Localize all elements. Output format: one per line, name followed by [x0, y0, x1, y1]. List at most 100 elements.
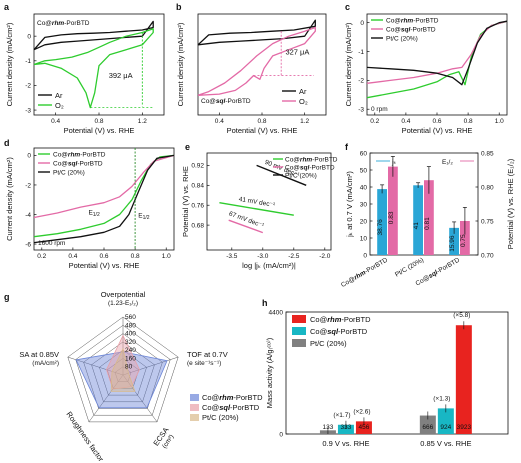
cv-ar-series	[33, 20, 154, 51]
multiplier-label: (×1.7)	[333, 412, 350, 419]
y-tick-label: 0	[279, 431, 283, 438]
lsv-series-1	[33, 154, 175, 219]
radar-tick-label: 240	[125, 347, 136, 354]
panel-h: 0 4400 133 333 456 (×1.7) (×2.6) 0.9 V vs. RHE 6…	[265, 309, 509, 448]
bar-value-label: 41	[413, 222, 420, 230]
bar-value-label: 924	[440, 424, 451, 431]
bar-value-label: 0.83	[388, 211, 395, 224]
panel-d: 0.2 0.4 0.6 0.8 1.0 0 -2 -4 -6 Co@rhm-PorBTD Co@sq…	[5, 147, 175, 270]
rpm-label: 1600 rpm	[38, 240, 65, 247]
y-tick-label: 20	[360, 218, 368, 225]
legend-label: Pt/C (20%)	[386, 36, 418, 43]
bar-value-label: 333	[341, 424, 352, 431]
x-tick-label: -2.0	[319, 253, 331, 260]
bar-value-label: 0.75	[460, 234, 467, 247]
x-tick-label: 0.4	[401, 118, 410, 125]
radar-axis-unit: (mA/cm²)	[32, 360, 59, 367]
y-tick-label: 0	[27, 153, 31, 160]
radar-spoke	[122, 356, 179, 376]
x-tick-label: 0.4	[68, 253, 77, 260]
y-axis-label: Current density (mA/cm²)	[5, 22, 14, 106]
e-eq-label: E1/2	[138, 212, 150, 221]
radar-ring	[75, 324, 171, 416]
y-tick-label: 0.80	[481, 184, 494, 191]
radar-axis-label: Overpotential	[101, 290, 146, 299]
y-axis-label: Mass activity (A/g₍ᶜᵒ⁾)	[265, 337, 274, 408]
radar-axis-label: TOF at 0.7V	[187, 350, 228, 359]
legend-label: Co@sql-PorBTD	[310, 327, 368, 336]
radar-ring	[114, 366, 132, 382]
radar-tick-label: 80	[125, 364, 133, 371]
radar-tick-label: 400	[125, 331, 136, 338]
panel-b-title: Co@sql-PorBTD	[201, 98, 251, 105]
x-tick-label: 1.2	[300, 118, 309, 125]
plot-frame	[285, 311, 509, 435]
legend-label: O₂	[55, 101, 64, 110]
legend-label: Co@rhm-PorBTD	[310, 315, 371, 324]
multiplier-label: (×1.3)	[433, 395, 450, 402]
panel-label-e: e	[185, 142, 190, 152]
tafel-line-1	[228, 219, 264, 234]
bar-jk	[449, 227, 459, 255]
radar-tick-label: 160	[125, 355, 136, 362]
tafel-line-0	[219, 202, 294, 216]
bar-value-label: 15.96	[449, 235, 456, 252]
cv-o2-series	[197, 26, 316, 96]
radar-tick-label: 320	[125, 339, 136, 346]
lsv-series-0	[33, 154, 175, 238]
radar-series-1	[106, 334, 140, 390]
radar-spoke	[67, 356, 124, 376]
panel-a-title: Co@rhm-PorBTD	[37, 20, 90, 27]
bar-value-label: 0.81	[424, 217, 431, 230]
legend-e-half: E₁/₂	[442, 159, 453, 166]
x-axis-label: Potential (V) vs. RHE	[64, 126, 135, 135]
x-tick-label: -3.0	[257, 253, 269, 260]
legend-swatch	[292, 339, 306, 347]
y-tick-label: 0.84	[191, 183, 204, 190]
legend-label: Co@rhm-PorBTD	[285, 157, 338, 164]
bar-value-label: 38.76	[377, 219, 384, 236]
mass-activity-bar	[337, 424, 354, 434]
legend-swatch	[190, 394, 199, 401]
panel-label-a: a	[4, 2, 10, 12]
mass-activity-bar	[419, 415, 436, 434]
bar-value-label: 133	[323, 424, 334, 431]
x-tick-label: 0.8	[94, 118, 103, 125]
y-tick-label: -2	[25, 83, 31, 90]
legend-label: Ar	[55, 91, 63, 100]
y-tick-label: 60	[360, 150, 368, 157]
radar-spoke	[88, 374, 124, 423]
radar-series-2	[110, 347, 136, 392]
radar-spoke	[122, 374, 158, 423]
y-tick-label: 10	[360, 235, 368, 242]
y-tick-label: -3	[358, 107, 364, 114]
annotation-327: 327 μA	[285, 48, 309, 57]
y-axis-label: Current density (mA/cm²)	[344, 22, 353, 106]
bar-value-label: 456	[359, 424, 370, 431]
y-tick-label: -4	[25, 212, 31, 219]
y-tick-label: 30	[360, 201, 368, 208]
y-tick-label: -2	[358, 78, 364, 85]
x-tick-label: 0.8	[131, 253, 140, 260]
cv-ar-series	[197, 19, 316, 46]
multiplier-label: (×5.8)	[453, 312, 470, 319]
legend-jk: jₖ	[391, 159, 396, 166]
legend-label: Pt/C (20%)	[53, 170, 85, 177]
bar-jk	[377, 189, 387, 255]
radar-ring	[99, 349, 147, 396]
plot-frame	[206, 152, 332, 251]
mass-activity-bar	[437, 408, 454, 434]
bar-e-half	[460, 221, 470, 255]
mass-activity-bar	[355, 421, 372, 434]
legend-label: Co@sql-PorBTD	[285, 165, 335, 172]
panel-label-h: h	[262, 298, 268, 308]
e-half-label: E1/2	[88, 210, 100, 219]
radar-axis-unit: (e site⁻¹s⁻¹)	[187, 360, 221, 367]
y-tick-label: 4400	[269, 309, 284, 316]
panel-label-b: b	[176, 2, 182, 12]
bar-e-half	[388, 166, 398, 255]
x-tick-label: 0.8	[257, 118, 266, 125]
